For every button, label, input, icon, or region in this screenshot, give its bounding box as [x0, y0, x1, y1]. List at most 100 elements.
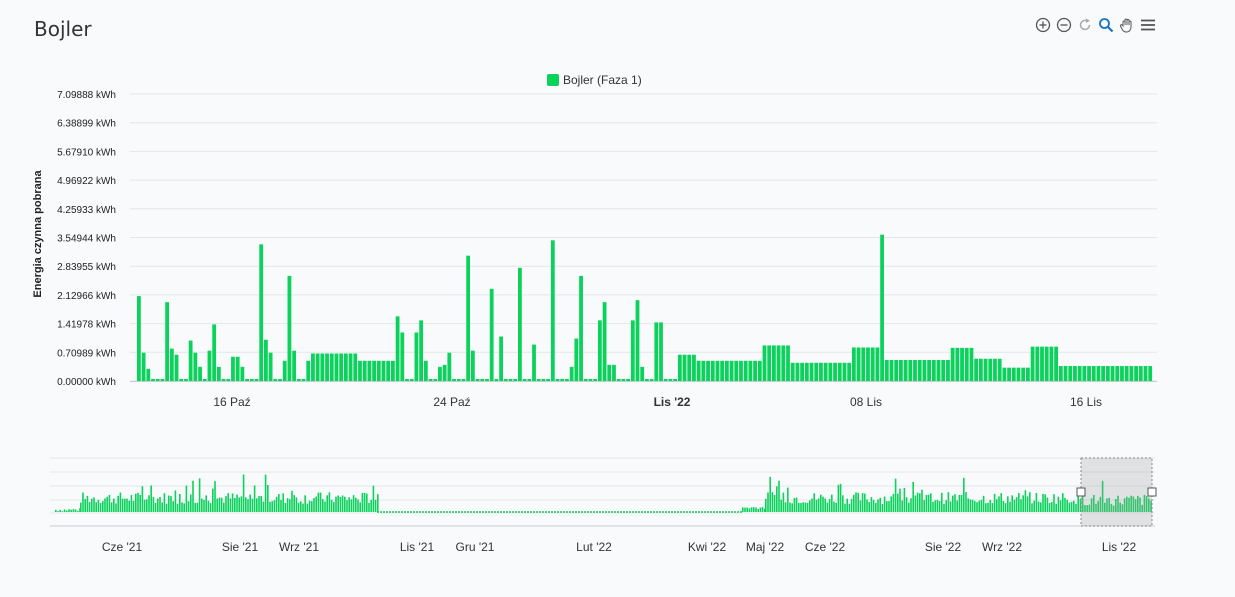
- bar[interactable]: [546, 378, 551, 381]
- bar[interactable]: [513, 378, 518, 381]
- bar[interactable]: [367, 360, 372, 381]
- bar[interactable]: [301, 378, 306, 381]
- bar[interactable]: [1073, 366, 1077, 381]
- bar[interactable]: [927, 359, 932, 381]
- bar[interactable]: [235, 356, 240, 381]
- bar[interactable]: [640, 366, 645, 381]
- bar[interactable]: [273, 378, 278, 381]
- bar[interactable]: [503, 378, 508, 381]
- bar[interactable]: [1058, 366, 1063, 381]
- bar[interactable]: [1101, 366, 1106, 381]
- bar[interactable]: [626, 378, 630, 381]
- bar[interactable]: [659, 322, 663, 381]
- bar[interactable]: [757, 360, 762, 381]
- bar[interactable]: [329, 353, 334, 381]
- bar[interactable]: [409, 378, 414, 381]
- bar[interactable]: [837, 362, 842, 381]
- bar[interactable]: [1124, 366, 1129, 381]
- bar[interactable]: [602, 302, 607, 381]
- bar[interactable]: [941, 359, 946, 381]
- bar[interactable]: [1077, 366, 1082, 381]
- bar[interactable]: [532, 344, 536, 381]
- bar[interactable]: [1087, 366, 1091, 381]
- bar[interactable]: [518, 267, 522, 381]
- selection-zoom-icon[interactable]: [1097, 16, 1115, 34]
- bar[interactable]: [508, 378, 513, 381]
- bar[interactable]: [1068, 366, 1073, 381]
- bar[interactable]: [739, 360, 743, 381]
- bar[interactable]: [381, 360, 386, 381]
- bar[interactable]: [1021, 367, 1026, 381]
- bar[interactable]: [950, 347, 955, 381]
- bar[interactable]: [1120, 366, 1124, 381]
- bar[interactable]: [550, 240, 555, 381]
- bar[interactable]: [146, 368, 151, 381]
- bar[interactable]: [993, 358, 997, 381]
- bar[interactable]: [856, 347, 861, 381]
- bar[interactable]: [433, 378, 438, 381]
- bar[interactable]: [781, 345, 786, 381]
- bar[interactable]: [1110, 366, 1115, 381]
- bar[interactable]: [899, 359, 903, 381]
- bar[interactable]: [306, 360, 311, 381]
- bar[interactable]: [292, 350, 297, 381]
- bar[interactable]: [1049, 346, 1054, 381]
- bar[interactable]: [480, 378, 485, 381]
- bar[interactable]: [179, 378, 184, 381]
- bar[interactable]: [400, 332, 405, 381]
- bar[interactable]: [734, 360, 739, 381]
- nav-handle-left[interactable]: [1076, 487, 1086, 497]
- bar[interactable]: [348, 353, 353, 381]
- bar[interactable]: [456, 378, 461, 381]
- bar[interactable]: [447, 352, 452, 381]
- bar[interactable]: [287, 275, 292, 381]
- bar[interactable]: [847, 362, 852, 381]
- bar[interactable]: [583, 378, 588, 381]
- bar[interactable]: [673, 378, 678, 381]
- bar[interactable]: [254, 378, 259, 381]
- bar[interactable]: [221, 378, 226, 381]
- bar[interactable]: [880, 234, 884, 381]
- bar[interactable]: [155, 378, 160, 381]
- bar[interactable]: [861, 347, 866, 381]
- bar[interactable]: [828, 362, 833, 381]
- bar[interactable]: [696, 360, 701, 381]
- bar[interactable]: [212, 324, 217, 381]
- bar[interactable]: [884, 359, 889, 381]
- bar[interactable]: [386, 360, 391, 381]
- bar[interactable]: [395, 316, 400, 381]
- bar[interactable]: [922, 359, 927, 381]
- bar[interactable]: [470, 350, 475, 381]
- bar[interactable]: [983, 358, 988, 381]
- bar[interactable]: [988, 358, 993, 381]
- bar[interactable]: [663, 378, 668, 381]
- bar[interactable]: [174, 354, 179, 381]
- bar[interactable]: [753, 360, 757, 381]
- bar[interactable]: [466, 255, 471, 381]
- bar[interactable]: [339, 353, 344, 381]
- bar[interactable]: [1007, 367, 1011, 381]
- bar[interactable]: [268, 352, 273, 381]
- bar[interactable]: [188, 340, 193, 381]
- bar[interactable]: [630, 320, 635, 381]
- bar[interactable]: [588, 378, 593, 381]
- bar[interactable]: [541, 378, 546, 381]
- bar[interactable]: [1016, 367, 1021, 381]
- bar[interactable]: [343, 353, 348, 381]
- bar[interactable]: [908, 359, 913, 381]
- nav-handle-right[interactable]: [1147, 487, 1157, 497]
- bar[interactable]: [635, 300, 640, 381]
- bar[interactable]: [494, 378, 499, 381]
- bar[interactable]: [903, 359, 908, 381]
- bar[interactable]: [198, 366, 202, 381]
- bar[interactable]: [955, 347, 960, 381]
- bar[interactable]: [701, 360, 706, 381]
- bar[interactable]: [452, 378, 456, 381]
- bar[interactable]: [819, 362, 823, 381]
- bar[interactable]: [917, 359, 922, 381]
- bar[interactable]: [612, 364, 616, 381]
- bar[interactable]: [169, 348, 174, 381]
- bar[interactable]: [193, 352, 198, 381]
- bar[interactable]: [376, 360, 381, 381]
- bar[interactable]: [485, 378, 489, 381]
